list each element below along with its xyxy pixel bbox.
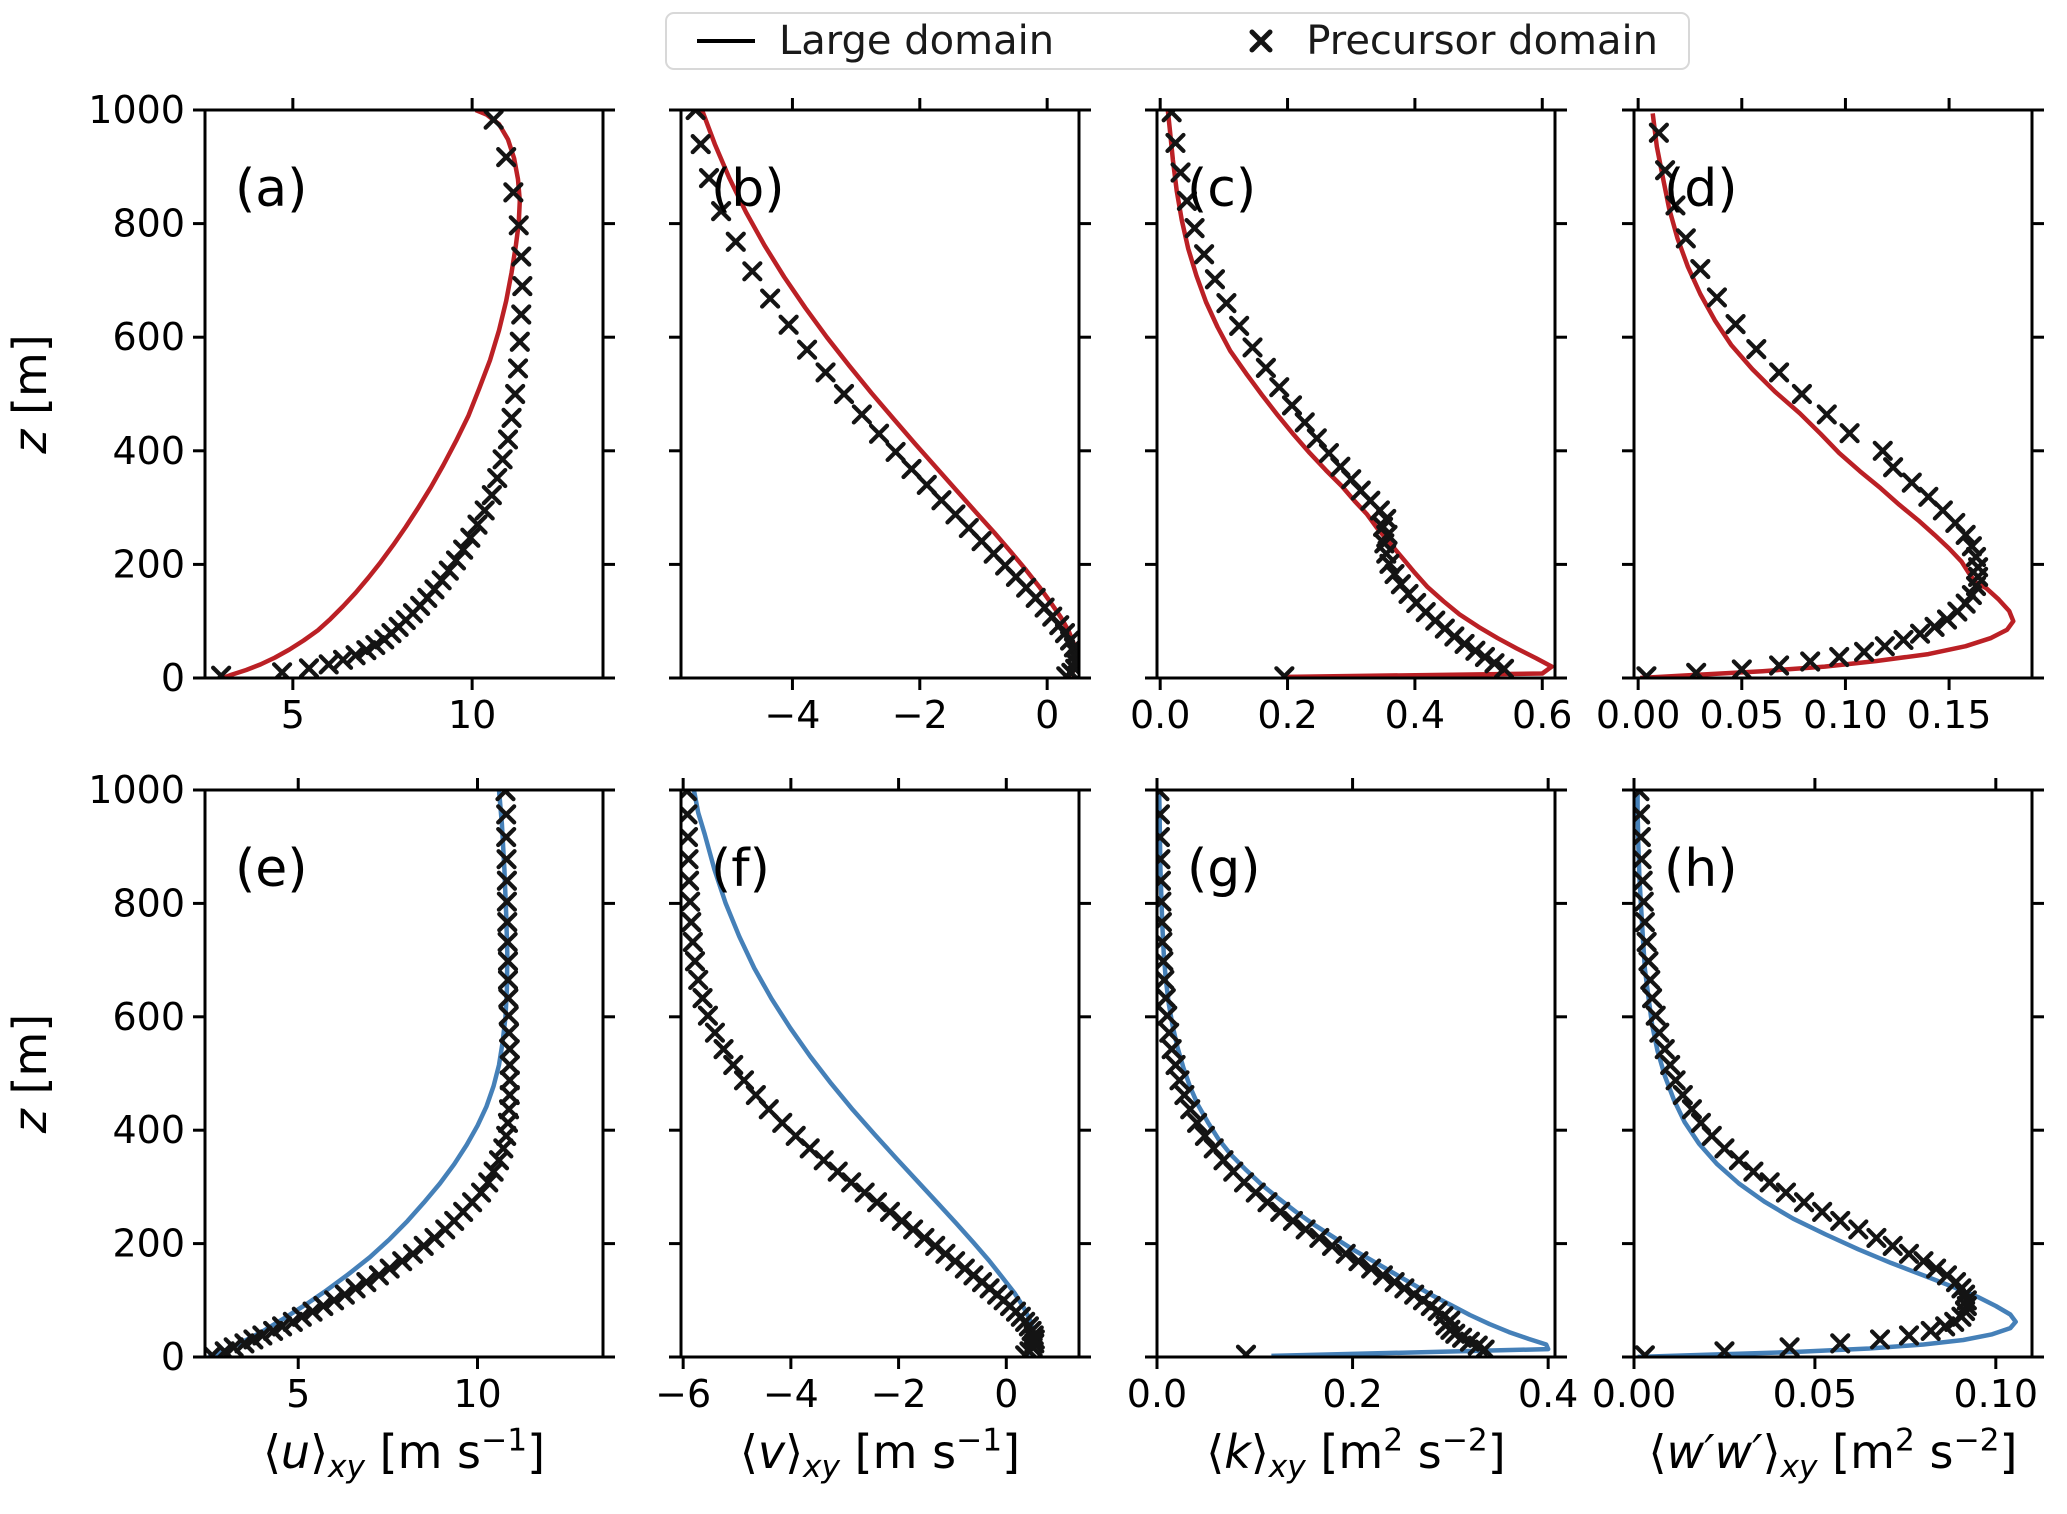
panel-e-ytick-label: 800 (112, 881, 185, 925)
panel-c-ticks (1145, 98, 1567, 690)
panel-h-xtick-label: 0.00 (1592, 1372, 1677, 1416)
panel-g-precursor-markers (1157, 790, 1495, 1357)
panel-e-xaxis-label: ⟨u⟩xy [m s−1] (263, 1423, 545, 1486)
panel-d-large-domain-line (1640, 113, 2016, 678)
panel-c-spines (1155, 108, 1557, 680)
panel-a-ytick-label: 400 (112, 429, 185, 473)
panel-f-large-domain-line (691, 790, 1036, 1357)
yaxis-label-row2: z [m] (3, 1014, 57, 1134)
panel-b-letter: (b) (711, 159, 785, 219)
panel-h-letter: (h) (1664, 839, 1738, 899)
panel-f-ticks (669, 778, 1091, 1369)
panel-g-data (1157, 790, 1551, 1357)
x-marker-icon (1249, 29, 1273, 53)
panel-b-xtick-label: −2 (892, 693, 948, 737)
panel-e-large-domain-line (207, 790, 510, 1357)
panel-d-data (1636, 113, 2016, 678)
panel-d-precursor-markers (1636, 122, 1989, 678)
panel-e-letter: (e) (235, 839, 308, 899)
panel-c-xtick-label: 0.2 (1257, 693, 1317, 737)
panel-d-xtick-label: 0.00 (1596, 693, 1681, 737)
panel-h-xtick-label: 0.10 (1954, 1372, 2039, 1416)
panel-d-xtick-label: 0.15 (1907, 693, 1992, 737)
panel-b-ticks (669, 98, 1091, 690)
panel-f-xtick-label: 0 (994, 1372, 1018, 1416)
panel-e-precursor-markers (205, 790, 520, 1357)
panel-h-xtick-label: 0.05 (1773, 1372, 1858, 1416)
panel-d-xtick-label: 0.10 (1803, 693, 1888, 737)
panel-b-data (685, 110, 1079, 678)
panel-b-xtick-label: −4 (764, 693, 820, 737)
panel-h-data (1634, 790, 2018, 1357)
panel-d-xtick-label: 0.05 (1699, 693, 1784, 737)
panel-c-data (1161, 110, 1555, 678)
panel-b-spines (679, 108, 1081, 680)
panel-g-xaxis-label: ⟨k⟩xy [m2 s−2] (1206, 1423, 1506, 1486)
panel-g-xtick-label: 0.2 (1322, 1372, 1382, 1416)
panel-e-data (205, 790, 520, 1357)
panel-h-spines (1632, 788, 2034, 1359)
panel-a-precursor-markers (211, 110, 533, 678)
panel-a-ticks (193, 98, 615, 690)
panel-a-spines (203, 108, 605, 680)
panel-f-xtick-label: −2 (871, 1372, 927, 1416)
panel-f-xtick-label: −6 (655, 1372, 711, 1416)
panel-e-ytick-label: 200 (112, 1222, 185, 1266)
panel-a-large-domain-line (222, 110, 523, 678)
panel-d-ticks (1622, 98, 2044, 690)
panel-e-ytick-label: 0 (161, 1335, 185, 1379)
panel-a-xtick-label: 10 (448, 693, 496, 737)
panel-f-xtick-label: −4 (763, 1372, 819, 1416)
panel-f-spines (679, 788, 1081, 1359)
panel-d-spines (1632, 108, 2034, 680)
panel-f-letter: (f) (711, 839, 770, 899)
panel-a-ytick-label: 1000 (88, 88, 185, 132)
panel-d-letter: (d) (1664, 159, 1738, 219)
panel-g-spines (1155, 788, 1557, 1359)
panel-c-xtick-label: 0.6 (1512, 693, 1572, 737)
panel-a-xtick-label: 5 (281, 693, 305, 737)
panel-e-ytick-label: 400 (112, 1108, 185, 1152)
panel-e-ticks (193, 778, 615, 1369)
panel-c-letter: (c) (1187, 159, 1256, 219)
panel-b-precursor-markers (685, 110, 1079, 678)
legend-label-precursor-domain: Precursor domain (1306, 18, 1658, 64)
panel-h-precursor-markers (1634, 790, 1977, 1357)
panel-g-letter: (g) (1187, 839, 1261, 899)
panel-e-ytick-label: 600 (112, 995, 185, 1039)
panel-e-xtick-label: 5 (286, 1372, 310, 1416)
legend-label-large-domain: Large domain (779, 18, 1055, 64)
panel-a-letter: (a) (235, 159, 307, 219)
panel-h-ticks (1622, 778, 2044, 1369)
panel-g-large-domain-line (1157, 790, 1551, 1357)
panel-e-xtick-label: 10 (453, 1372, 501, 1416)
panel-a-ytick-label: 600 (112, 315, 185, 359)
panel-a-ytick-label: 200 (112, 542, 185, 586)
panel-a-ytick-label: 0 (161, 656, 185, 700)
panel-e-spines (203, 788, 605, 1359)
panel-g-xtick-label: 0.4 (1518, 1372, 1578, 1416)
panel-f-xaxis-label: ⟨v⟩xy [m s−1] (740, 1423, 1020, 1486)
panel-c-xtick-label: 0.4 (1385, 693, 1445, 737)
panel-g-ticks (1145, 778, 1567, 1369)
panel-a-ytick-label: 800 (112, 202, 185, 246)
legend: Large domain Precursor domain (665, 12, 1690, 70)
yaxis-label-row1: z [m] (3, 334, 57, 454)
panel-a-data (211, 110, 533, 678)
panel-c-xtick-label: 0.0 (1130, 693, 1190, 737)
panel-c-precursor-markers (1161, 110, 1515, 678)
panel-g-xtick-label: 0.0 (1127, 1372, 1187, 1416)
panel-h-xaxis-label: ⟨w′w′⟩xy [m2 s−2] (1649, 1423, 2018, 1486)
panel-b-xtick-label: 0 (1035, 693, 1059, 737)
panel-e-ytick-label: 1000 (88, 768, 185, 812)
line-swatch-icon (697, 39, 755, 43)
panel-c-large-domain-line (1165, 110, 1555, 678)
